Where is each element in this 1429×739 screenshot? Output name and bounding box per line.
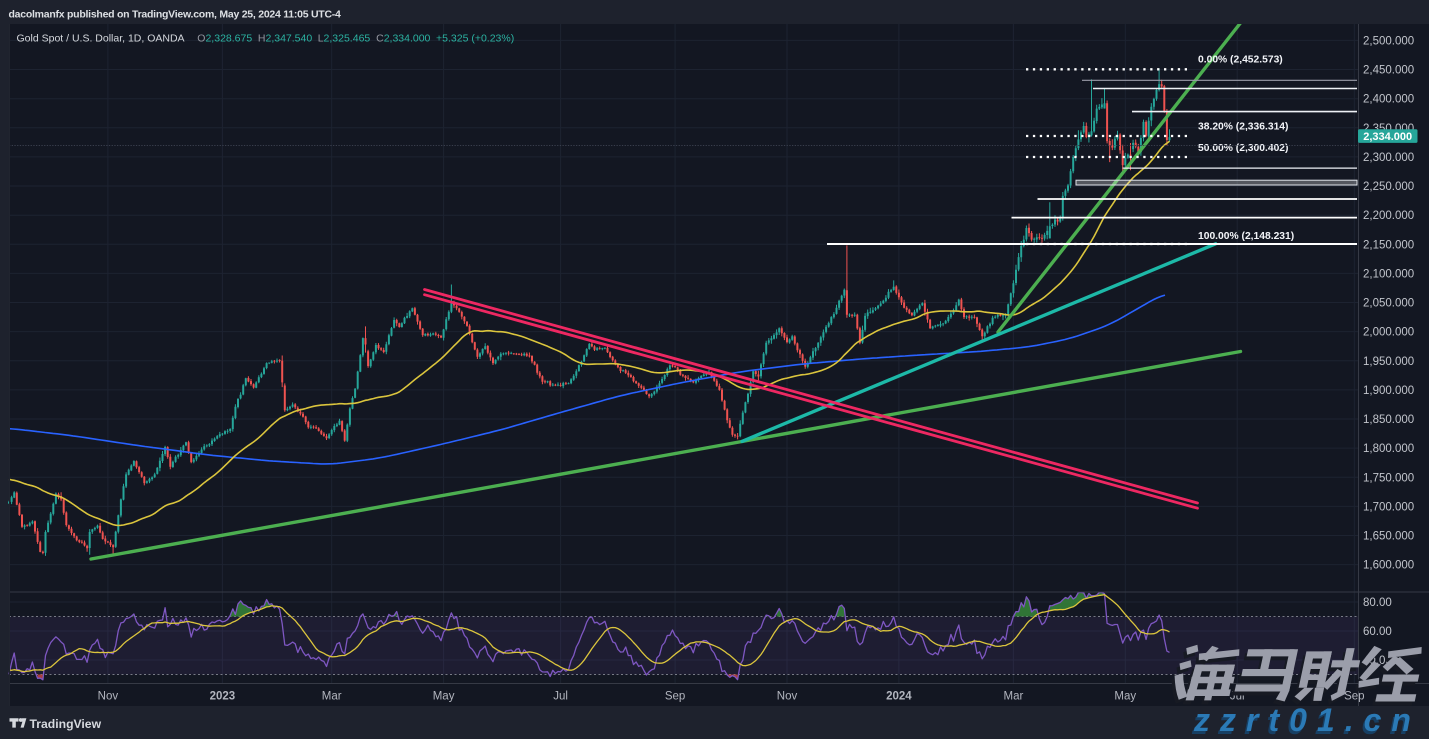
svg-text:38.20% (2,336.314): 38.20% (2,336.314) [1198, 121, 1288, 132]
svg-text:2023: 2023 [210, 691, 236, 703]
svg-text:dacolmanfx published on Tradin: dacolmanfx published on TradingView.com,… [9, 9, 342, 21]
svg-text:1,950.000: 1,950.000 [1363, 356, 1414, 368]
svg-text:0.00% (2,452.573): 0.00% (2,452.573) [1198, 55, 1283, 66]
svg-text:zzrt01.cn: zzrt01.cn [1193, 702, 1421, 738]
svg-text:Mar: Mar [1003, 691, 1023, 703]
svg-text:2,450.000: 2,450.000 [1363, 65, 1414, 77]
svg-text:H2,347.540: H2,347.540 [258, 32, 312, 44]
svg-text:2,200.000: 2,200.000 [1363, 210, 1414, 222]
svg-text:2,300.000: 2,300.000 [1363, 152, 1414, 164]
svg-text:1,900.000: 1,900.000 [1363, 385, 1414, 397]
svg-text:1,700.000: 1,700.000 [1363, 501, 1414, 513]
svg-text:80.00: 80.00 [1363, 597, 1392, 609]
svg-text:O2,328.675: O2,328.675 [197, 32, 252, 44]
svg-text:2,100.000: 2,100.000 [1363, 268, 1414, 280]
svg-text:1,850.000: 1,850.000 [1363, 414, 1414, 426]
svg-text:2,334.000: 2,334.000 [1363, 131, 1412, 143]
svg-text:2,500.000: 2,500.000 [1363, 35, 1414, 47]
svg-text:1,800.000: 1,800.000 [1363, 443, 1414, 455]
svg-text:1,600.000: 1,600.000 [1363, 560, 1414, 572]
svg-text:L2,325.465: L2,325.465 [318, 32, 371, 44]
svg-text:60.00: 60.00 [1363, 626, 1392, 638]
svg-text:Gold Spot / U.S. Dollar, 1D, O: Gold Spot / U.S. Dollar, 1D, OANDA [17, 32, 185, 44]
svg-text:2,400.000: 2,400.000 [1363, 94, 1414, 106]
svg-text:zzrt01.cn: zzrt01.cn [1191, 705, 1419, 739]
svg-text:2024: 2024 [886, 691, 912, 703]
svg-text:+5.325 (+0.23%): +5.325 (+0.23%) [436, 32, 514, 44]
svg-text:Jul: Jul [553, 691, 568, 703]
svg-text:TradingView: TradingView [30, 717, 102, 731]
svg-text:2,000.000: 2,000.000 [1363, 327, 1414, 339]
svg-text:May: May [433, 691, 455, 703]
svg-text:2,150.000: 2,150.000 [1363, 239, 1414, 251]
svg-text:2,250.000: 2,250.000 [1363, 181, 1414, 193]
svg-text:Nov: Nov [777, 691, 798, 703]
svg-text:1,650.000: 1,650.000 [1363, 531, 1414, 543]
svg-text:100.00% (2,148.231): 100.00% (2,148.231) [1198, 231, 1294, 242]
svg-text:50.00% (2,300.402): 50.00% (2,300.402) [1198, 143, 1288, 154]
svg-text:Mar: Mar [322, 691, 342, 703]
svg-text:Sep: Sep [1344, 691, 1364, 703]
svg-text:1,750.000: 1,750.000 [1363, 472, 1414, 484]
svg-text:Nov: Nov [98, 691, 119, 703]
svg-text:May: May [1114, 691, 1136, 703]
svg-text:2,050.000: 2,050.000 [1363, 298, 1414, 310]
svg-text:Sep: Sep [665, 691, 685, 703]
svg-text:C2,334.000: C2,334.000 [376, 32, 430, 44]
